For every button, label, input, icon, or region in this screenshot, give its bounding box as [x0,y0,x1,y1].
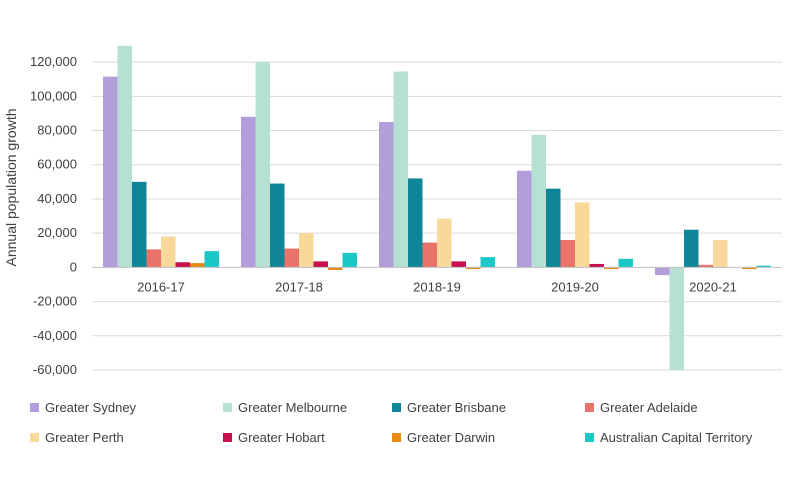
legend-swatch [223,432,232,442]
legend-item: Greater Perth [30,430,124,445]
bar [451,261,466,268]
bar [669,267,684,370]
bar [575,202,590,268]
bar [618,258,633,268]
legend-swatch [585,432,594,442]
bar [698,264,713,268]
bar [379,121,394,268]
y-tick-label: 120,000 [30,54,77,69]
legend-item: Australian Capital Territory [585,430,752,445]
bar [393,71,408,268]
legend-item: Greater Melbourne [223,400,347,415]
y-tick-label: -20,000 [33,294,77,309]
bar [422,242,437,268]
x-tick-label: 2020-21 [689,279,737,294]
bar [342,252,357,268]
legend-label: Greater Adelaide [600,399,698,415]
legend-swatch [585,402,594,412]
legend-label: Greater Melbourne [238,399,348,415]
legend-swatch [30,402,39,412]
legend-item: Greater Adelaide [585,400,698,415]
bar [604,267,619,270]
legend-item: Greater Brisbane [392,400,506,415]
legend-label: Greater Perth [45,429,124,445]
bar [408,178,423,268]
bar [103,76,118,268]
x-tick-label: 2016-17 [137,279,185,294]
bar [713,240,728,268]
x-tick-label: 2018-19 [413,279,461,294]
y-tick-label: 0 [70,259,77,274]
bar [190,263,205,268]
bar [560,240,575,268]
bar [132,181,147,268]
legend-swatch [392,402,401,412]
legend: Greater Sydney Greater Melbourne Greater B… [30,392,790,452]
y-tick-label: 40,000 [37,191,77,206]
y-tick-label: 100,000 [30,88,77,103]
bar [241,116,256,268]
bar [146,249,161,268]
bar [175,262,190,268]
bar [299,233,314,268]
legend-label: Australian Capital Territory [600,429,753,445]
bar [466,267,481,270]
y-tick-label: 80,000 [37,123,77,138]
legend-label: Greater Hobart [238,429,325,445]
legend-label: Greater Brisbane [407,399,506,415]
legend-row: Greater Perth Greater Hobart Greater Darwi… [30,422,790,452]
bar [756,265,771,268]
legend-item: Greater Hobart [223,430,325,445]
bar [270,183,285,268]
legend-swatch [392,432,401,442]
legend-item: Greater Sydney [30,400,136,415]
bar [204,251,219,268]
legend-row: Greater Sydney Greater Melbourne Greater B… [30,392,790,422]
y-tick-label: 60,000 [37,157,77,172]
legend-swatch [30,432,39,442]
bar [655,267,670,276]
legend-swatch [223,402,232,412]
y-tick-label: -60,000 [33,362,77,377]
bar [517,170,532,268]
bar [480,257,495,268]
bar [437,218,452,268]
bar [284,248,299,268]
bar [589,263,604,268]
bar [161,236,176,268]
bar [531,134,546,268]
bar [255,62,270,268]
chart-svg: 120,000 100,000 80,000 60,000 40,000 20,000 0 -… [3,45,782,377]
y-axis-ticks: 120,000 100,000 80,000 60,000 40,000 20,000 0 -… [30,54,77,377]
x-tick-label: 2017-18 [275,279,323,294]
bar [546,188,561,268]
bar [742,267,757,270]
legend-label: Greater Darwin [407,429,496,445]
bar [313,261,328,268]
bar [328,267,343,270]
bar [684,229,699,268]
y-tick-label: 20,000 [37,225,77,240]
y-axis-label: Annual population growth [3,108,19,266]
bars [103,45,771,370]
x-tick-label: 2019-20 [551,279,599,294]
x-axis-ticks: 2016-17 2017-18 2018-19 2019-20 2020-21 [137,279,737,294]
legend-item: Greater Darwin [392,430,495,445]
bar [117,45,132,268]
y-tick-label: -40,000 [33,328,77,343]
legend-label: Greater Sydney [45,399,137,415]
